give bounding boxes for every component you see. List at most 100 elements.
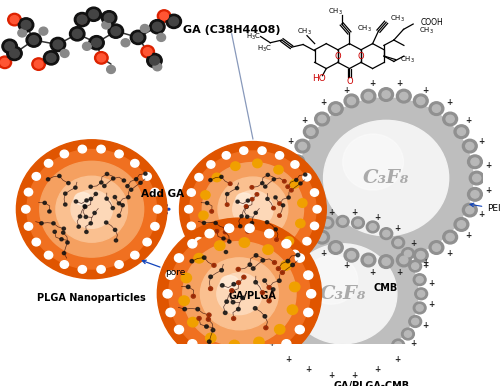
Circle shape	[224, 227, 228, 230]
Circle shape	[215, 230, 218, 233]
Circle shape	[290, 282, 300, 292]
Circle shape	[174, 325, 184, 334]
Text: +: +	[422, 321, 428, 330]
Circle shape	[263, 315, 266, 318]
Circle shape	[246, 230, 250, 233]
Ellipse shape	[218, 177, 288, 241]
Text: +: +	[281, 186, 287, 195]
Circle shape	[22, 205, 30, 213]
Circle shape	[66, 241, 69, 244]
Circle shape	[199, 211, 208, 220]
Circle shape	[290, 189, 293, 192]
Circle shape	[313, 205, 321, 213]
Circle shape	[228, 240, 231, 243]
Circle shape	[76, 14, 89, 26]
Circle shape	[472, 174, 481, 182]
Circle shape	[126, 185, 129, 188]
Circle shape	[78, 145, 86, 153]
Circle shape	[266, 173, 270, 176]
Circle shape	[60, 150, 68, 158]
Circle shape	[242, 275, 246, 279]
Circle shape	[282, 240, 291, 248]
Circle shape	[228, 182, 232, 185]
Circle shape	[97, 54, 106, 62]
Circle shape	[402, 328, 414, 340]
Circle shape	[276, 267, 280, 270]
Text: +: +	[422, 86, 428, 95]
Circle shape	[290, 188, 293, 192]
Circle shape	[212, 264, 216, 267]
Circle shape	[264, 326, 268, 330]
Ellipse shape	[56, 176, 128, 242]
Text: +: +	[251, 300, 257, 309]
Circle shape	[458, 128, 466, 135]
Circle shape	[64, 192, 67, 195]
Circle shape	[188, 317, 198, 327]
Circle shape	[369, 223, 376, 230]
Circle shape	[432, 244, 440, 251]
Text: +: +	[285, 355, 292, 364]
Circle shape	[310, 222, 318, 230]
Circle shape	[318, 115, 326, 123]
Circle shape	[307, 128, 315, 135]
Circle shape	[366, 221, 379, 233]
Circle shape	[344, 249, 359, 262]
Circle shape	[24, 188, 32, 196]
Circle shape	[245, 205, 248, 208]
Circle shape	[236, 267, 240, 271]
Circle shape	[274, 166, 283, 174]
Circle shape	[44, 51, 59, 65]
Text: $\rm H_3C$: $\rm H_3C$	[246, 31, 260, 42]
Circle shape	[115, 261, 123, 268]
Circle shape	[166, 14, 182, 29]
Circle shape	[418, 291, 424, 297]
Circle shape	[255, 193, 259, 196]
Circle shape	[238, 225, 242, 228]
Text: +: +	[344, 261, 350, 271]
Circle shape	[209, 179, 212, 181]
Circle shape	[470, 171, 484, 185]
Circle shape	[276, 259, 283, 267]
Circle shape	[282, 204, 284, 207]
Circle shape	[306, 355, 319, 367]
Circle shape	[232, 317, 235, 320]
Text: $\rm CH_3$: $\rm CH_3$	[400, 54, 414, 65]
Circle shape	[272, 261, 276, 264]
Circle shape	[260, 182, 264, 185]
Circle shape	[53, 40, 62, 49]
Text: +: +	[344, 86, 350, 95]
Circle shape	[220, 175, 223, 178]
Circle shape	[126, 196, 130, 199]
Circle shape	[378, 88, 394, 102]
Circle shape	[260, 274, 272, 286]
Circle shape	[244, 205, 248, 208]
Circle shape	[26, 33, 42, 47]
Circle shape	[400, 256, 408, 264]
Circle shape	[60, 49, 69, 58]
Circle shape	[364, 256, 372, 264]
Circle shape	[462, 203, 477, 217]
Circle shape	[284, 342, 290, 348]
Circle shape	[348, 252, 356, 259]
Circle shape	[108, 24, 124, 38]
Circle shape	[294, 178, 298, 181]
Circle shape	[303, 173, 311, 181]
Circle shape	[275, 238, 278, 241]
Circle shape	[432, 105, 440, 112]
Circle shape	[206, 230, 216, 239]
Circle shape	[53, 230, 56, 233]
Circle shape	[468, 155, 482, 169]
Circle shape	[394, 342, 402, 348]
Circle shape	[332, 244, 340, 251]
Circle shape	[44, 251, 52, 259]
Text: +: +	[351, 371, 358, 380]
Circle shape	[304, 173, 307, 176]
Circle shape	[471, 191, 479, 198]
Circle shape	[5, 42, 15, 51]
Circle shape	[230, 289, 234, 292]
Circle shape	[262, 305, 269, 311]
Circle shape	[274, 251, 281, 257]
Circle shape	[206, 317, 210, 321]
Circle shape	[272, 207, 276, 210]
Circle shape	[236, 187, 238, 190]
